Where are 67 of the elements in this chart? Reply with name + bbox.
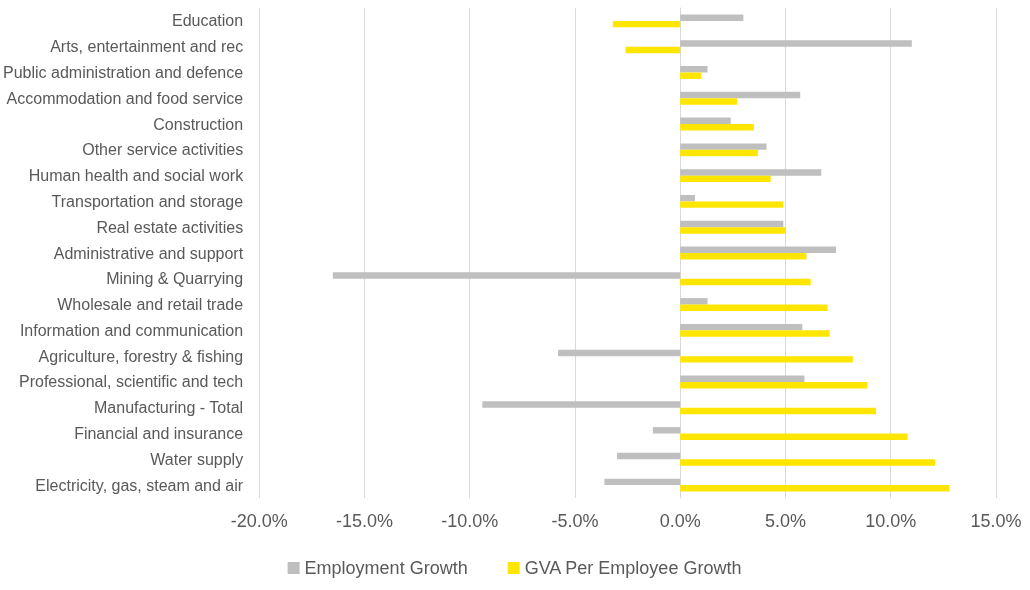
bar — [680, 323, 803, 331]
bar — [680, 381, 868, 389]
x-tick-label: 10.0% — [865, 511, 917, 531]
y-tick-label: Information and communication — [19, 321, 244, 339]
bar — [680, 485, 950, 492]
x-tick-label: 5.0% — [764, 511, 806, 531]
bar — [680, 330, 830, 337]
x-tick-label: -10.0% — [441, 511, 499, 531]
bar — [680, 117, 731, 125]
y-tick-label: Mining & Quarrying — [106, 270, 244, 288]
bar — [680, 194, 695, 202]
bar — [482, 401, 681, 408]
x-tick-label: -20.0% — [230, 511, 288, 531]
bar — [680, 98, 738, 105]
x-tick-label: -5.0% — [551, 511, 599, 531]
bar — [680, 175, 771, 183]
bar — [680, 14, 744, 21]
y-tick-label: Public administration and defence — [2, 63, 244, 81]
bar — [680, 66, 708, 73]
y-tick-label: Administrative and support — [53, 244, 244, 262]
x-tick-label: -15.0% — [335, 511, 393, 531]
y-tick-label: Construction — [153, 115, 244, 133]
y-tick-label: Human health and social work — [28, 167, 245, 185]
bar — [652, 427, 681, 434]
x-tick-label: 15.0% — [970, 511, 1022, 531]
bar — [680, 227, 786, 234]
bar — [680, 278, 811, 286]
y-tick-label: Agriculture, forestry & fishing — [38, 347, 244, 365]
bar — [680, 407, 876, 415]
bar — [680, 253, 807, 260]
bar — [680, 72, 702, 79]
bar — [617, 452, 681, 460]
bar — [680, 201, 784, 208]
bar — [332, 272, 681, 279]
y-tick-label: Financial and insurance — [74, 425, 244, 443]
bar — [612, 20, 681, 28]
bar — [680, 298, 708, 305]
y-tick-label: Education — [171, 12, 244, 30]
bar — [680, 124, 754, 131]
legend-label: Employment Growth — [304, 558, 468, 578]
y-tick-label: Real estate activities — [96, 218, 244, 236]
bar — [625, 46, 681, 54]
bar — [680, 40, 912, 47]
bar — [680, 356, 853, 363]
bar — [680, 246, 836, 253]
x-tick-label: 0.0% — [659, 511, 701, 531]
legend-label: GVA Per Employee Growth — [524, 558, 742, 578]
y-tick-label: Water supply — [150, 450, 244, 468]
bar — [680, 304, 828, 312]
bar — [680, 149, 759, 157]
bar — [680, 91, 801, 99]
bar — [680, 459, 935, 466]
bar — [680, 143, 767, 150]
y-tick-label: Electricity, gas, steam and air — [35, 476, 244, 494]
bar — [604, 478, 681, 486]
bar — [680, 169, 822, 176]
y-tick-label: Transportation and storage — [51, 192, 244, 210]
bar — [558, 349, 681, 357]
y-tick-label: Manufacturing - Total — [94, 399, 244, 417]
y-tick-label: Accommodation and food service — [6, 89, 244, 107]
y-tick-label: Wholesale and retail trade — [57, 296, 244, 314]
y-tick-label: Professional, scientific and tech — [19, 373, 244, 391]
y-tick-label: Other service activities — [82, 141, 244, 159]
y-tick-label: Arts, entertainment and rec — [50, 38, 244, 56]
bar — [680, 220, 784, 228]
bar — [680, 375, 805, 382]
bar — [680, 433, 908, 440]
